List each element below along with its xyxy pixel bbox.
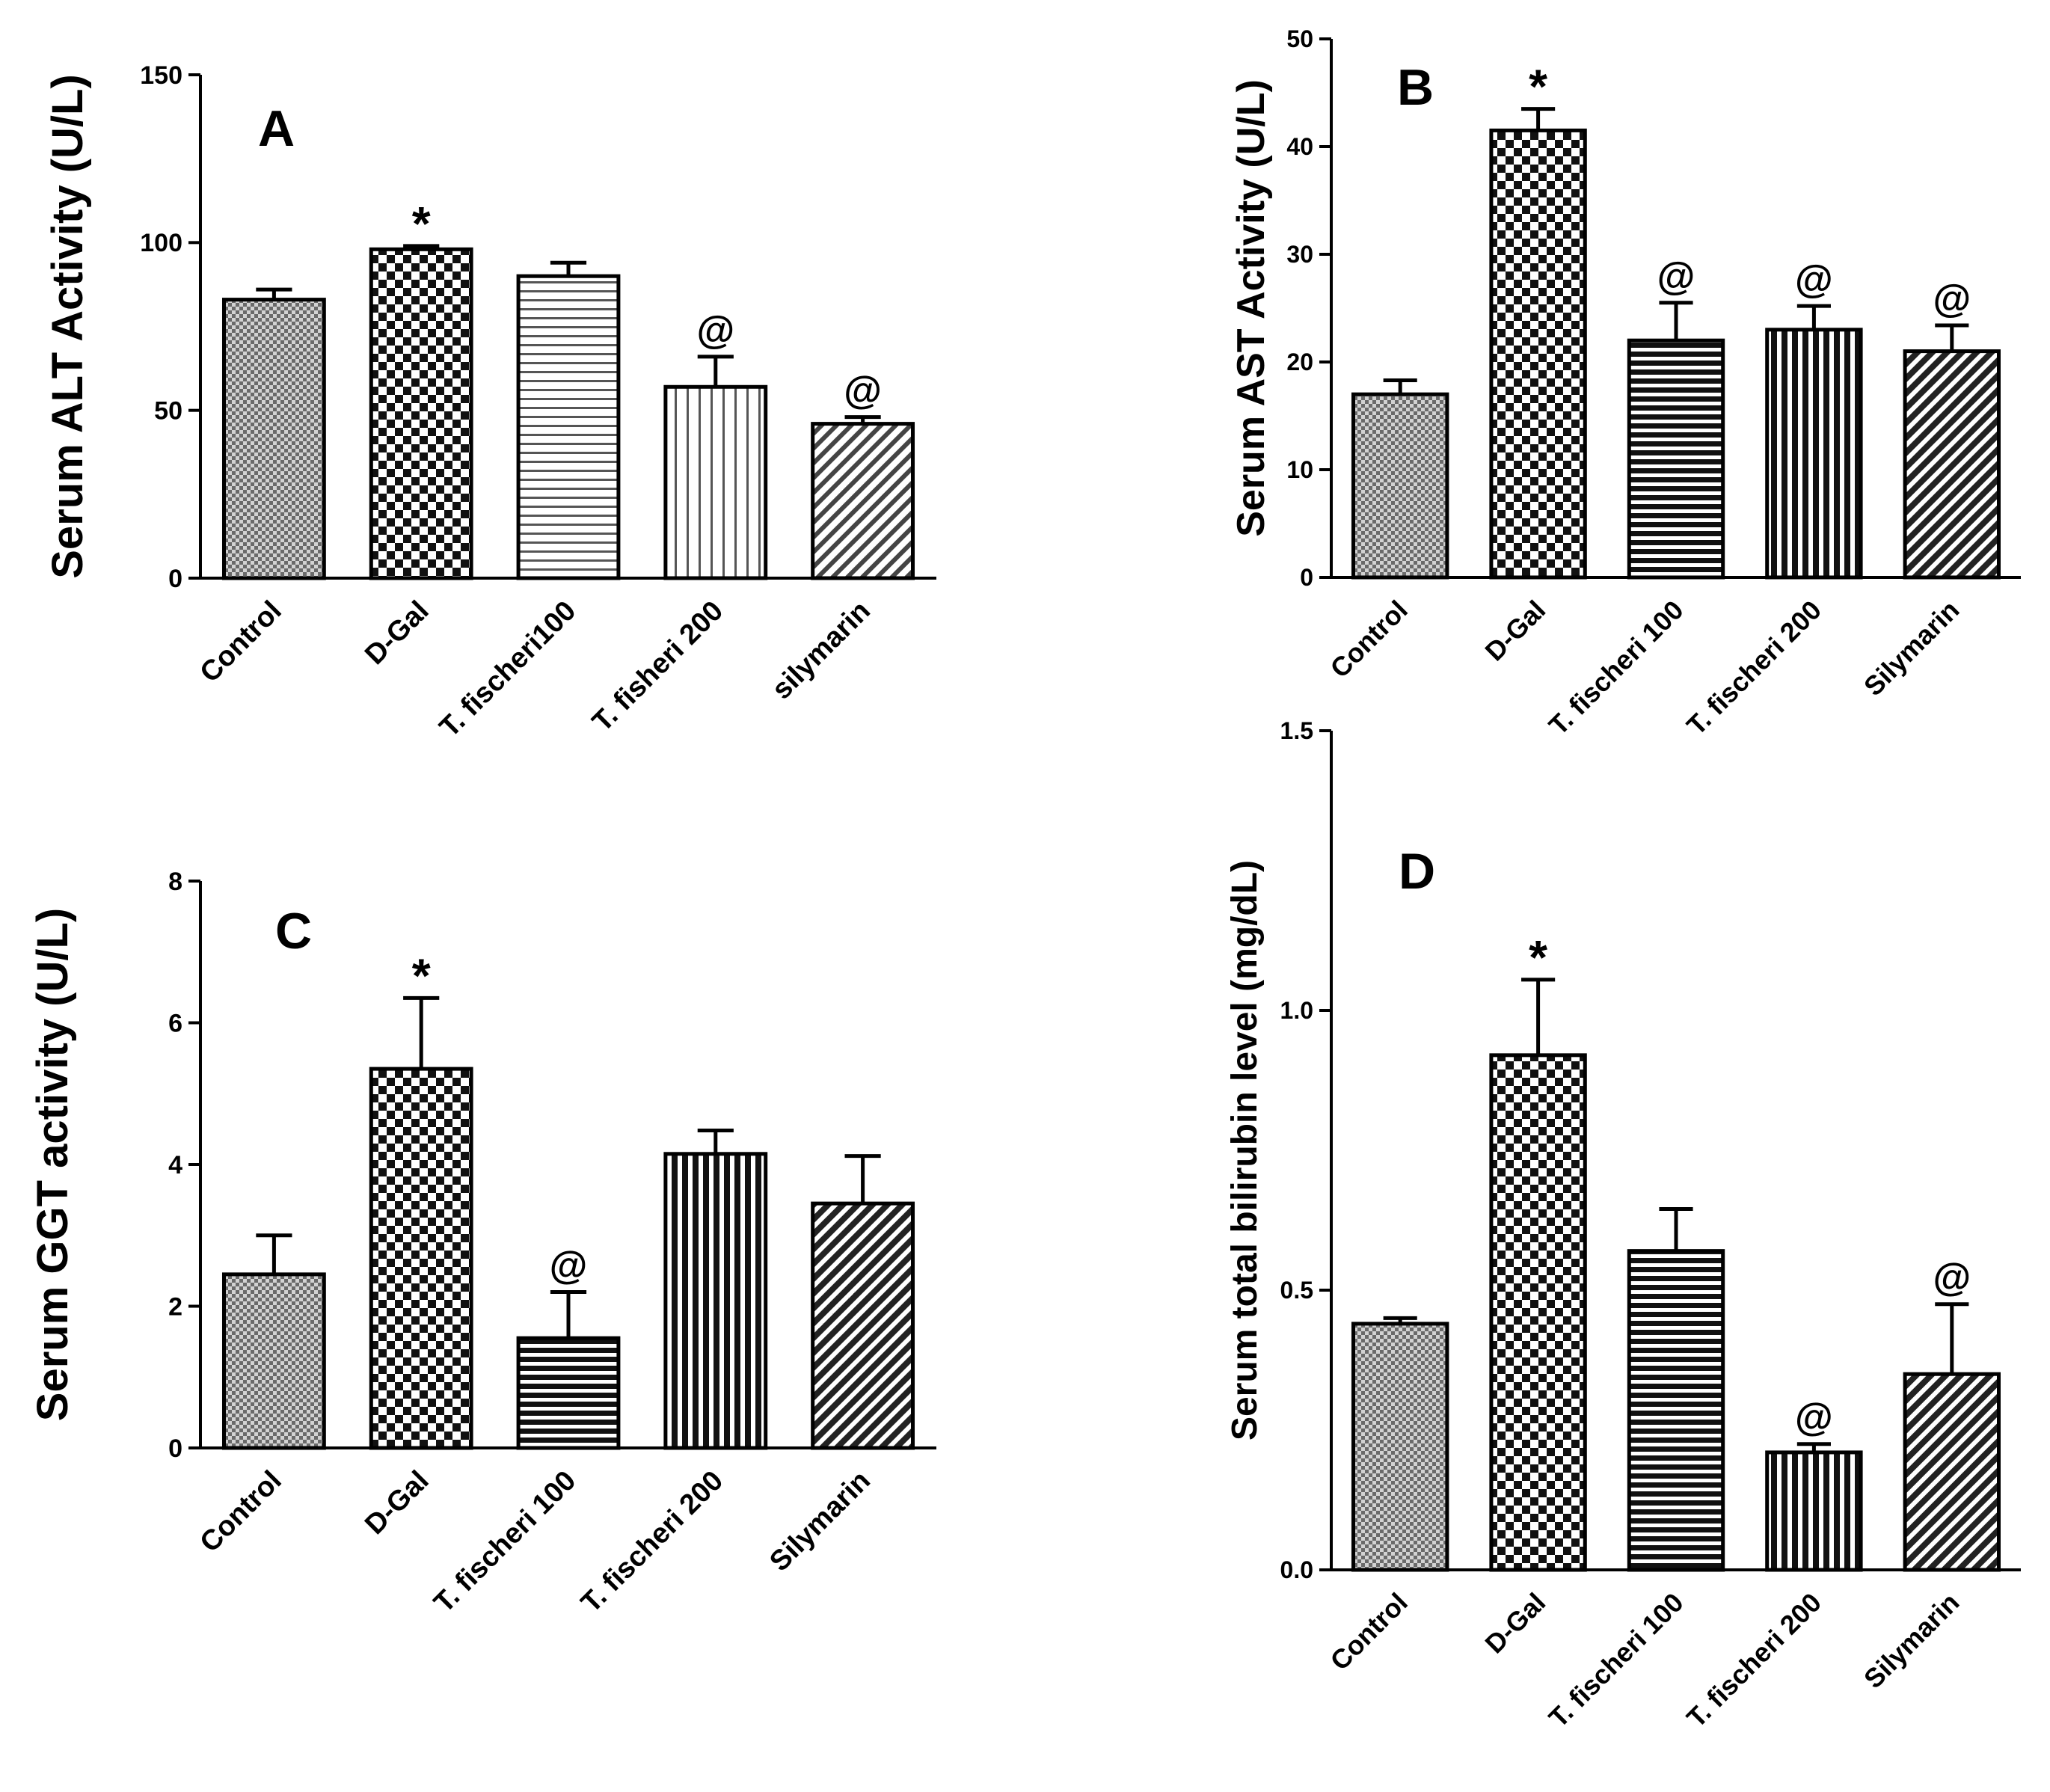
bar [369,1067,473,1450]
panel-letter: C [275,903,312,960]
y-tick-label: 2 [168,1292,182,1321]
significance-at: @ [1657,255,1695,298]
bar [1351,392,1449,580]
significance-star: * [412,948,431,1002]
significance-at: @ [1795,258,1833,301]
significance-star: * [412,197,431,251]
y-axis-title: Serum AST Activity (U/L) [1230,79,1273,537]
y-tick-label: 0 [168,1434,182,1463]
bar [1489,1053,1587,1572]
y-tick-label: 0 [168,565,182,593]
bar [663,1152,768,1450]
bar [1765,328,1863,580]
bar [1489,128,1587,580]
panel-letter: B [1397,59,1434,116]
y-axis-title: Serum GGT activity (U/L) [28,908,77,1421]
panel-c: 0 2 4 6 8 Serum GGT activity (U/L) C Control * D-… [28,868,936,1619]
bar [1351,1322,1449,1572]
panel-b: 0 10 20 30 40 50 Serum AST Activity (U/L) B Cont… [1230,25,2021,741]
x-category-label: Silymarin [764,1465,877,1578]
x-category-label: Control [1324,1587,1413,1676]
x-category-label: T. fischeri 200 [575,1465,729,1619]
y-tick-label: 1.5 [1280,717,1313,744]
bar [1627,338,1725,580]
x-category-label: T. fischeri 200 [1681,1587,1827,1734]
bar [811,1201,915,1450]
panel-a: 0 50 100 150 Serum ALT Activity (U/L) A Contro… [43,61,936,743]
bar [221,298,326,580]
bar [221,1272,326,1450]
panel-letter: A [258,100,295,157]
x-category-label: T. fischeri 100 [1543,595,1690,741]
significance-at: @ [1933,1256,1971,1300]
x-category-label: Silymarin [1858,595,1965,702]
bar [516,1336,621,1450]
y-tick-label: 0.0 [1280,1556,1313,1583]
x-category-label: Silymarin [1858,1587,1965,1695]
y-tick-label: 6 [168,1009,182,1037]
y-tick-label: 100 [140,229,182,257]
y-tick-label: 1.0 [1280,997,1313,1024]
significance-at: @ [1795,1396,1833,1440]
x-category-label: T. fischeri 100 [1543,1587,1690,1734]
y-tick-label: 150 [140,61,182,90]
y-tick-label: 30 [1286,241,1313,268]
significance-at: @ [1933,277,1971,321]
y-tick-label: 20 [1286,349,1313,375]
y-tick-label: 40 [1286,133,1313,160]
y-tick-label: 0 [1300,564,1313,591]
x-category-label: D-Gal [1479,595,1551,667]
bar [516,274,621,580]
significance-at: @ [844,369,882,413]
y-tick-label: 4 [168,1151,182,1179]
y-tick-label: 50 [1286,25,1313,52]
x-category-label: D-Gal [1479,1587,1551,1660]
y-tick-label: 0.5 [1280,1277,1313,1304]
panel-letter: D [1399,843,1435,900]
x-category-label: silymarin [766,595,877,706]
x-category-label: Control [1324,595,1413,684]
x-category-label: Control [194,1465,288,1559]
bar [811,422,915,580]
bar [663,384,768,580]
bar [1903,1372,2001,1572]
y-tick-label: 50 [154,397,182,426]
x-category-label: T. fischeri 100 [428,1465,582,1619]
panel-d: 0.0 0.5 1.0 1.5 Serum total bilirubin level … [1225,717,2021,1734]
y-axis-title: Serum ALT Activity (U/L) [43,74,92,579]
bar [1765,1450,1863,1572]
significance-at: @ [696,309,734,352]
y-tick-label: 8 [168,868,182,896]
bar [369,247,473,580]
bar [1903,349,2001,580]
y-axis-title: Serum total bilirubin level (mg/dL) [1225,860,1265,1440]
x-category-label: T. fischeri100 [434,595,582,743]
x-category-label: T. fisheri 200 [586,595,729,738]
significance-star: * [1529,60,1547,114]
bar [1627,1249,1725,1572]
x-category-label: D-Gal [359,1465,435,1541]
x-category-label: D-Gal [359,595,435,671]
x-category-label: T. fischeri 200 [1681,595,1827,741]
significance-at: @ [550,1245,588,1288]
x-category-label: Control [194,595,288,689]
significance-star: * [1529,930,1547,984]
y-tick-label: 10 [1286,456,1313,483]
